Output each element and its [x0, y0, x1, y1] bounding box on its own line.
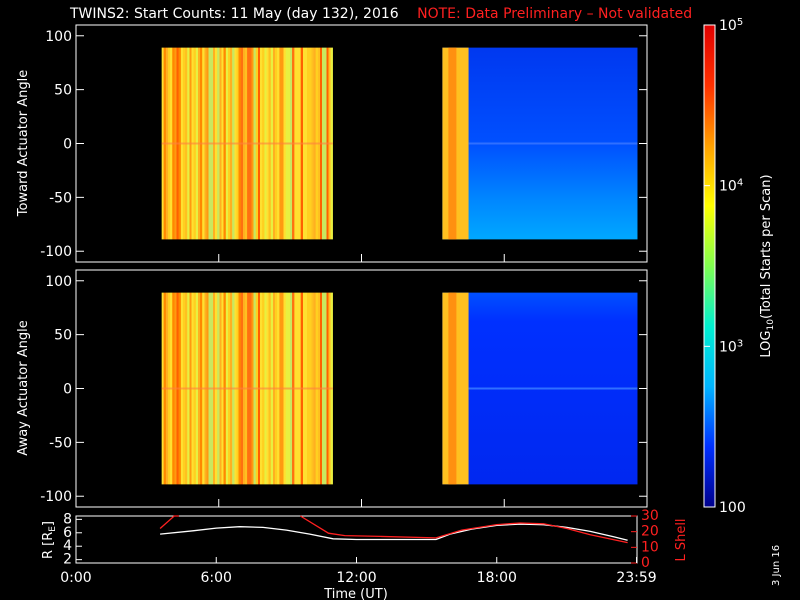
x-tick-label: 23:59	[616, 570, 656, 586]
y-tick-label: -100	[40, 244, 72, 260]
y-tick-label: 100	[45, 274, 72, 290]
colorbar-tick-label: 103	[719, 338, 743, 355]
y-tick-label: 0	[63, 382, 72, 398]
panel2-y-ticks: -100 -50 0 50 100	[40, 274, 648, 507]
left-tick-label: 6	[63, 525, 72, 541]
colorbar-ticks: 100 103 104 105	[704, 17, 746, 516]
y-tick-label: -50	[49, 435, 72, 451]
left-tick-label: 4	[63, 538, 72, 554]
panel2-data-blocks	[161, 292, 638, 485]
colorbar-tick-label: 104	[719, 178, 743, 195]
y-tick-label: -50	[49, 190, 72, 206]
y-tick-label: 100	[45, 29, 72, 45]
panel2-ylabel: Away Actuator Angle	[16, 320, 31, 455]
panel3-series	[159, 515, 628, 544]
panel3-right-label: L Shell	[674, 518, 689, 561]
away-angle-panel: -100 -50 0 50 100 Away Actuator Angle	[16, 269, 648, 508]
heatmap-block-late-orange-strip	[448, 292, 457, 485]
y-tick-label: -100	[40, 489, 72, 505]
left-tick-label: 2	[63, 552, 72, 568]
right-tick-label: 0	[641, 555, 650, 571]
y-tick-label: 50	[54, 328, 72, 344]
panel3-x-ticks: 0:00 6:00 12:00 18:00 23:59	[60, 557, 657, 586]
x-axis-label: Time (UT)	[323, 587, 388, 600]
colorbar-label: LOG10(Total Starts per Scan)	[759, 174, 776, 357]
x-tick-label: 0:00	[60, 570, 91, 586]
title-text: TWINS2: Start Counts: 11 May (day 132), …	[70, 6, 399, 22]
x-tick-label: 6:00	[201, 570, 232, 586]
x-tick-label: 12:00	[336, 570, 376, 586]
plot-title: TWINS2: Start Counts: 11 May (day 132), …	[70, 6, 692, 22]
right-tick-label: 10	[641, 539, 659, 555]
colorbar: 100 103 104 105 LOG10(Total Starts per Scan…	[703, 17, 776, 516]
left-tick-label: 8	[63, 511, 72, 527]
date-stamp: 3 Jun 16	[771, 544, 782, 586]
heatmap-block-late-orange-strip	[448, 47, 457, 240]
right-tick-label: 30	[641, 508, 659, 524]
colorbar-gradient	[704, 25, 715, 507]
right-tick-label: 20	[641, 524, 659, 540]
orbit-series-2	[300, 515, 628, 544]
y-tick-label: 0	[63, 137, 72, 153]
panel1-y-ticks: -100 -50 0 50 100	[40, 29, 648, 262]
colorbar-tick-label: 105	[719, 17, 743, 34]
panel3-left-label: R [RE]	[41, 521, 58, 559]
orbit-series-1	[159, 515, 179, 529]
preliminary-note: NOTE: Data Preliminary – Not validated	[417, 6, 693, 22]
colorbar-tick-label: 100	[719, 500, 746, 516]
x-tick-label: 18:00	[477, 570, 517, 586]
panel1-ylabel: Toward Actuator Angle	[16, 70, 31, 217]
toward-angle-panel: -100 -50 0 50 100 Toward Actuator Angle	[16, 24, 648, 263]
y-tick-label: 50	[54, 83, 72, 99]
panel1-data-blocks	[161, 47, 638, 240]
